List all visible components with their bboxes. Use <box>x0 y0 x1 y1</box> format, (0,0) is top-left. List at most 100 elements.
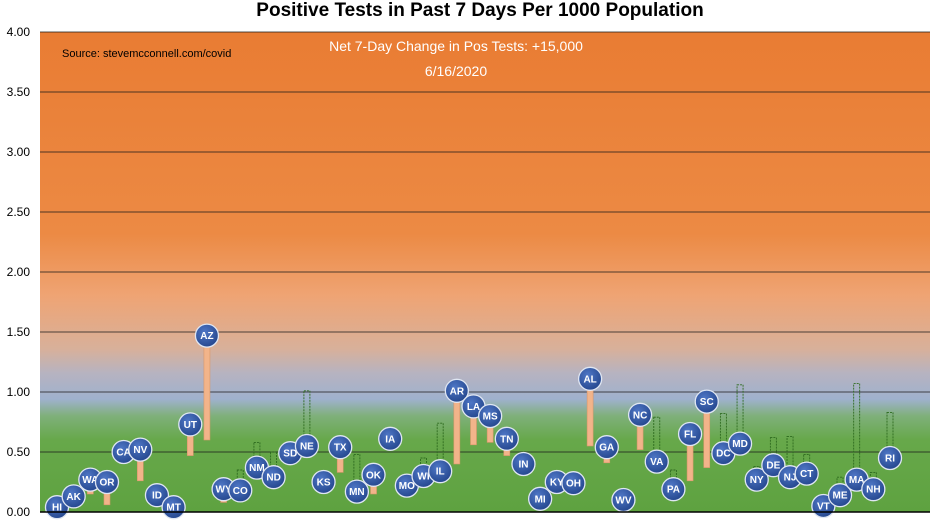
state-label: VA <box>650 457 663 468</box>
state-bubble <box>861 477 886 502</box>
state-label: NY <box>750 475 764 486</box>
state-label: ME <box>833 491 848 502</box>
state-point-az: AZ <box>194 323 220 348</box>
state-bubble <box>527 486 553 511</box>
state-label: OR <box>99 478 115 489</box>
state-point-ut: UT <box>178 412 203 437</box>
state-bubble <box>178 412 203 437</box>
state-bubble <box>661 477 686 502</box>
state-bubble <box>228 478 253 503</box>
state-label: NV <box>133 445 147 456</box>
state-point-ne: NE <box>294 433 320 459</box>
state-bubble <box>594 435 619 460</box>
state-point-co: CO <box>228 478 253 503</box>
y-tick-label: 0.00 <box>7 505 31 519</box>
state-bubble <box>194 323 220 348</box>
state-point-ms: MS <box>478 403 503 429</box>
state-bubble <box>644 449 669 474</box>
state-point-al: AL <box>577 366 603 391</box>
state-bubble <box>294 433 320 459</box>
state-label: AK <box>66 492 81 503</box>
state-point-ri: RI <box>877 445 903 471</box>
state-label: UT <box>184 420 197 431</box>
state-label: CA <box>116 448 130 459</box>
state-point-mn: MN <box>344 479 370 504</box>
state-bubble <box>161 495 186 520</box>
state-bubble <box>378 426 403 451</box>
state-label: TX <box>334 443 347 454</box>
state-bubble <box>311 469 336 495</box>
state-point-md: MD <box>727 431 753 456</box>
state-label: WI <box>417 472 429 483</box>
state-point-pa: PA <box>661 477 686 502</box>
state-label: RI <box>885 454 895 465</box>
state-point-ok: OK <box>361 462 386 487</box>
state-label: TN <box>500 434 513 445</box>
date-note: 6/16/2020 <box>425 63 487 79</box>
state-label: KY <box>550 478 564 489</box>
state-label: CT <box>800 469 813 480</box>
state-label: OK <box>366 470 382 481</box>
state-point-de: DE <box>761 453 786 478</box>
state-bubble <box>478 403 503 429</box>
state-label: VT <box>817 502 830 513</box>
state-bubble <box>94 469 120 495</box>
state-point-fl: FL <box>677 421 703 447</box>
state-label: ND <box>266 473 280 484</box>
state-bubble <box>494 426 519 451</box>
state-label: AZ <box>200 331 213 342</box>
state-label: DE <box>766 461 780 472</box>
state-label: HI <box>52 503 62 514</box>
y-tick-label: 2.50 <box>7 205 31 219</box>
state-point-sc: SC <box>694 389 719 414</box>
state-bubble <box>561 471 586 496</box>
state-label: DC <box>716 449 730 460</box>
state-point-ks: KS <box>311 469 336 495</box>
y-axis-ticks: 0.00 0.50 1.00 1.50 2.00 2.50 3.00 3.50 4.00 <box>7 25 31 519</box>
state-bubble <box>261 465 286 490</box>
state-point-nc: NC <box>627 402 653 427</box>
state-bubble <box>61 484 86 509</box>
state-label: FL <box>684 430 696 441</box>
state-label: GA <box>599 443 614 454</box>
state-label: IL <box>436 467 445 478</box>
state-label: WY <box>216 485 232 496</box>
state-bubble <box>328 435 353 460</box>
state-bubble <box>128 437 153 462</box>
state-point-nv: NV <box>128 437 153 462</box>
state-bubble <box>511 451 536 477</box>
state-label: MS <box>483 412 498 423</box>
state-point-nd: ND <box>261 465 286 490</box>
state-label: SC <box>700 397 714 408</box>
state-label: MO <box>399 481 415 492</box>
state-bubble <box>727 431 753 456</box>
state-point-ny: NY <box>744 467 769 492</box>
state-point-wv: WV <box>611 487 636 513</box>
state-point-ak: AK <box>61 484 86 509</box>
state-bubble <box>344 479 370 504</box>
state-point-id: ID <box>144 483 170 508</box>
state-point-me: ME <box>827 483 853 508</box>
state-point-in: IN <box>511 451 536 477</box>
state-bubble <box>744 467 769 492</box>
state-bubble <box>627 402 653 427</box>
y-tick-label: 2.00 <box>7 265 31 279</box>
y-tick-label: 0.50 <box>7 445 31 459</box>
state-point-ga: GA <box>594 435 619 460</box>
state-point-nh: NH <box>861 477 886 502</box>
state-label: MD <box>732 439 748 450</box>
state-label: MT <box>166 503 180 514</box>
state-point-ia: IA <box>378 426 403 451</box>
state-label: NJ <box>784 473 797 484</box>
state-point-tx: TX <box>328 435 353 460</box>
state-bubble <box>677 421 703 447</box>
state-label: MA <box>849 475 865 486</box>
state-label: SD <box>283 449 297 460</box>
state-label: CO <box>233 486 248 497</box>
state-bubble <box>761 453 786 478</box>
state-bubble <box>444 378 469 403</box>
state-bubble <box>361 462 386 487</box>
state-label: WV <box>615 496 631 507</box>
state-point-il: IL <box>428 459 453 484</box>
state-label: IA <box>385 434 395 445</box>
